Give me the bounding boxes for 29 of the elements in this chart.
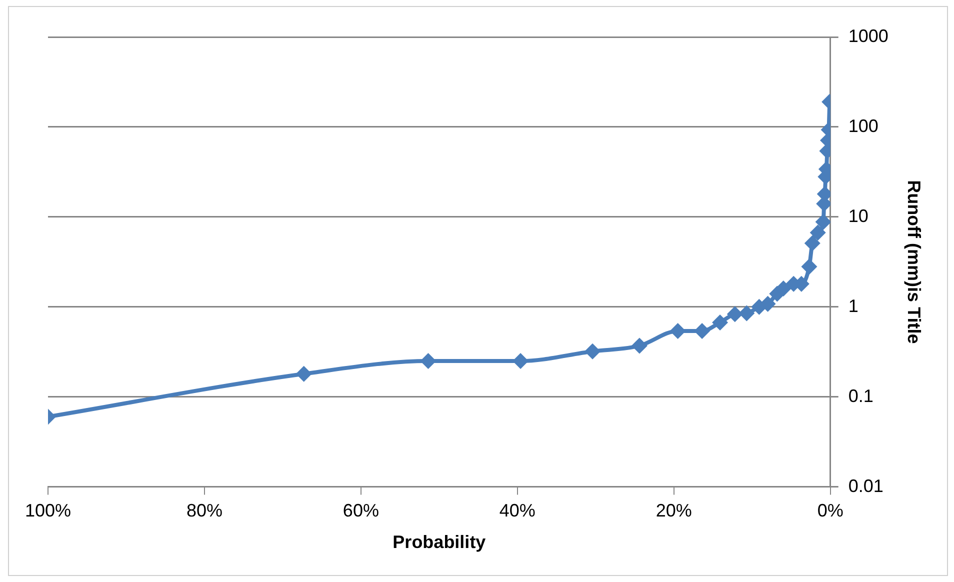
x-tick-label: 80% <box>186 500 222 521</box>
point <box>712 314 728 331</box>
y-tick-label: 0.1 <box>848 386 874 406</box>
point <box>810 224 826 241</box>
y-tick-label: 1 <box>848 296 858 316</box>
x-tick-label: 100% <box>24 500 72 521</box>
x-tick-label: 20% <box>656 500 692 521</box>
y-tick-label: 0.01 <box>848 476 884 496</box>
x-tick-label: 40% <box>499 500 536 521</box>
point <box>694 322 710 339</box>
y-axis-title: Runoff (mm)is Title <box>904 180 924 344</box>
x-tick-label: 60% <box>342 500 379 521</box>
point <box>738 305 755 322</box>
point <box>760 296 776 312</box>
point <box>815 214 830 230</box>
point <box>420 353 436 370</box>
point <box>296 366 312 382</box>
y-tick-label: 10 <box>848 206 868 226</box>
point <box>726 306 743 322</box>
point <box>804 235 820 252</box>
point <box>670 322 686 339</box>
point <box>631 338 648 354</box>
point <box>801 258 818 275</box>
x-axis-title: Probability <box>392 532 486 552</box>
y-tick-label: 1000 <box>848 26 888 46</box>
y-tick-label: 100 <box>848 116 878 136</box>
x-tick-label: 0% <box>817 500 844 521</box>
point <box>584 343 601 360</box>
point <box>512 353 529 370</box>
